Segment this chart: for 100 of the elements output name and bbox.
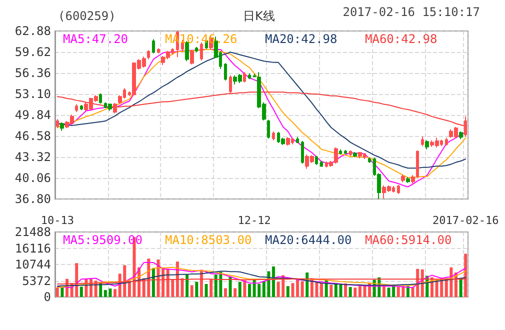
candlestick bbox=[80, 104, 83, 111]
candlestick bbox=[190, 50, 194, 65]
bar bbox=[80, 286, 83, 297]
bar bbox=[114, 289, 117, 297]
bar bbox=[358, 286, 362, 297]
candlestick bbox=[229, 74, 232, 94]
bar bbox=[272, 266, 275, 297]
bar bbox=[300, 281, 304, 297]
candlestick bbox=[315, 155, 318, 166]
candlestick bbox=[272, 130, 275, 141]
candlestick bbox=[253, 74, 256, 78]
text: MA20:6444.00 bbox=[265, 233, 352, 247]
bar bbox=[180, 278, 184, 297]
x-tick-label: 12-12 bbox=[238, 214, 271, 227]
y-tick-label: 53.10 bbox=[14, 87, 51, 101]
bar bbox=[286, 286, 290, 297]
text: MA60:42.98 bbox=[365, 32, 438, 46]
y-tick-label: 10744 bbox=[14, 258, 51, 272]
line-series bbox=[56, 92, 466, 127]
bar bbox=[204, 284, 208, 297]
y-tick-label: 21488 bbox=[14, 225, 51, 239]
candlestick bbox=[406, 176, 410, 184]
bar bbox=[190, 285, 194, 297]
bar bbox=[291, 283, 294, 297]
candlestick bbox=[286, 136, 290, 146]
bar bbox=[60, 288, 64, 297]
candlestick bbox=[339, 148, 342, 156]
bar bbox=[344, 283, 348, 297]
bar bbox=[330, 284, 333, 297]
text: MA60:5914.00 bbox=[365, 233, 452, 247]
y-tick-label: 43.32 bbox=[14, 150, 51, 164]
candlestick bbox=[368, 157, 371, 164]
candlestick bbox=[358, 151, 362, 159]
candlestick bbox=[353, 151, 357, 158]
bar bbox=[176, 262, 179, 297]
candlestick bbox=[157, 48, 160, 54]
series-label: MA20:42.98 bbox=[265, 32, 338, 46]
bar bbox=[464, 254, 468, 297]
chart-subtitle: 日K线 bbox=[243, 9, 275, 23]
bar bbox=[406, 286, 410, 297]
candlestick bbox=[320, 160, 323, 168]
bar bbox=[459, 278, 462, 297]
y-tick-label: 56.36 bbox=[14, 66, 51, 80]
bar bbox=[296, 280, 300, 297]
chart-title: (600259) bbox=[58, 9, 116, 23]
candlestick bbox=[344, 150, 347, 154]
candlestick bbox=[248, 72, 251, 80]
bar bbox=[248, 284, 251, 297]
candlestick bbox=[397, 184, 400, 194]
x-tick-label: 10-13 bbox=[40, 214, 74, 227]
candlestick bbox=[200, 42, 203, 62]
candlestick bbox=[56, 118, 59, 129]
candlestick bbox=[224, 62, 227, 81]
bar bbox=[186, 274, 189, 297]
candlestick bbox=[60, 122, 64, 132]
x-tick-label: 2017-02-16 bbox=[432, 214, 499, 227]
bar bbox=[228, 276, 232, 297]
candlestick bbox=[147, 50, 150, 60]
candlestick bbox=[445, 137, 448, 146]
y-tick-label: 62.88 bbox=[14, 24, 51, 38]
candlestick bbox=[152, 38, 155, 54]
bar bbox=[210, 279, 213, 297]
candlestick bbox=[75, 104, 78, 113]
line-series bbox=[56, 270, 466, 287]
bar bbox=[382, 286, 386, 297]
candlestick bbox=[267, 119, 270, 139]
line-series bbox=[56, 262, 466, 288]
candlestick bbox=[113, 102, 117, 114]
candlestick bbox=[301, 140, 304, 164]
series-label: MA10:8503.00 bbox=[165, 233, 252, 247]
text: 2017-02-16 15:10:17 bbox=[342, 5, 480, 19]
candlestick bbox=[401, 174, 405, 183]
y-tick-label: 5372 bbox=[22, 274, 51, 288]
bar bbox=[348, 287, 352, 297]
candlestick bbox=[108, 103, 112, 112]
bar bbox=[306, 272, 309, 297]
candlestick bbox=[243, 72, 246, 83]
bar bbox=[224, 288, 227, 297]
text: MA5:47.20 bbox=[63, 32, 128, 46]
candlestick bbox=[195, 46, 198, 53]
bar bbox=[234, 288, 237, 297]
y-tick-label: 0 bbox=[44, 290, 51, 304]
bar bbox=[195, 282, 198, 297]
bar bbox=[56, 288, 59, 297]
candlestick bbox=[464, 116, 467, 138]
y-tick-label: 59.62 bbox=[14, 45, 51, 59]
y-tick-label: 16116 bbox=[14, 241, 51, 256]
candlestick bbox=[425, 140, 429, 150]
candlestick bbox=[459, 130, 463, 140]
y-tick-label: 49.84 bbox=[14, 108, 51, 122]
candlestick bbox=[349, 150, 352, 156]
candlestick bbox=[296, 136, 299, 144]
bar bbox=[238, 282, 242, 297]
bar bbox=[320, 283, 324, 297]
bar bbox=[152, 268, 155, 297]
bar bbox=[354, 288, 357, 297]
bar bbox=[243, 280, 246, 297]
y-tick-label: 46.58 bbox=[14, 129, 51, 143]
y-tick-label: 36.80 bbox=[14, 192, 51, 206]
y-tick-label: 40.06 bbox=[14, 171, 51, 185]
